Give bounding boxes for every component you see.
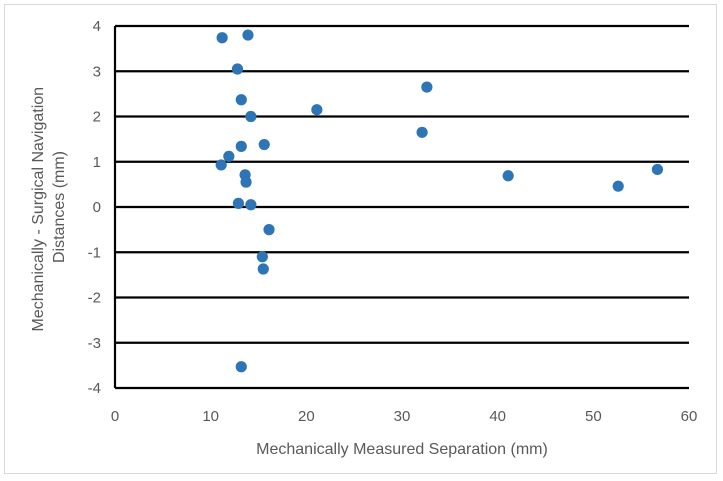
- x-tick-label: 0: [111, 408, 119, 425]
- x-axis-title: Mechanically Measured Separation (mm): [256, 441, 548, 458]
- x-tick-label: 30: [394, 408, 411, 425]
- x-tick-label: 40: [489, 408, 506, 425]
- data-point: [245, 199, 257, 211]
- x-tick-label: 50: [585, 408, 602, 425]
- data-point: [311, 104, 323, 116]
- x-tick-label: 60: [681, 408, 698, 425]
- y-tick-label: 4: [93, 18, 101, 35]
- data-point: [235, 94, 247, 106]
- chart-area: 4 3 2 1 0 -1 -2 -3 -4 0 10 20 30 40 50 60 Mechanically…: [4, 4, 717, 474]
- data-point: [256, 251, 268, 263]
- x-tick-label: 10: [202, 408, 219, 425]
- data-point: [502, 170, 514, 182]
- data-point: [263, 224, 275, 236]
- y-tick-label: -3: [88, 335, 101, 352]
- data-point: [235, 140, 247, 152]
- y-tick-label: 0: [93, 199, 101, 216]
- data-points: [215, 29, 664, 373]
- data-point: [223, 150, 235, 162]
- y-tick-label: -2: [88, 290, 101, 307]
- y-tick-label: 1: [93, 154, 101, 171]
- data-point: [242, 29, 254, 41]
- y-tick-label: -1: [88, 244, 101, 261]
- x-tick-label: 20: [298, 408, 315, 425]
- gridlines: [115, 24, 689, 390]
- data-point: [245, 110, 257, 123]
- data-point: [215, 159, 227, 171]
- y-tick-label: 3: [93, 63, 101, 80]
- y-axis-title-line-1: Mechanically - Surgical Navigation: [30, 87, 47, 332]
- y-axis-title-line-2: Distances (mm): [51, 151, 68, 263]
- data-point: [216, 32, 228, 44]
- data-point: [421, 81, 433, 93]
- x-tick-labels: 0 10 20 30 40 50 60: [111, 408, 698, 425]
- data-point: [231, 63, 244, 75]
- data-point: [257, 263, 269, 275]
- data-point: [651, 163, 664, 176]
- data-point: [232, 197, 245, 209]
- data-point: [416, 126, 428, 138]
- y-axis-title: Mechanically - Surgical Navigation Dista…: [30, 82, 68, 331]
- y-tick-label: 2: [93, 109, 101, 126]
- data-point: [235, 361, 247, 373]
- data-point: [258, 138, 270, 151]
- data-point: [240, 176, 252, 188]
- data-point: [612, 180, 624, 192]
- y-tick-labels: 4 3 2 1 0 -1 -2 -3 -4: [88, 18, 101, 397]
- y-tick-label: -4: [88, 380, 101, 397]
